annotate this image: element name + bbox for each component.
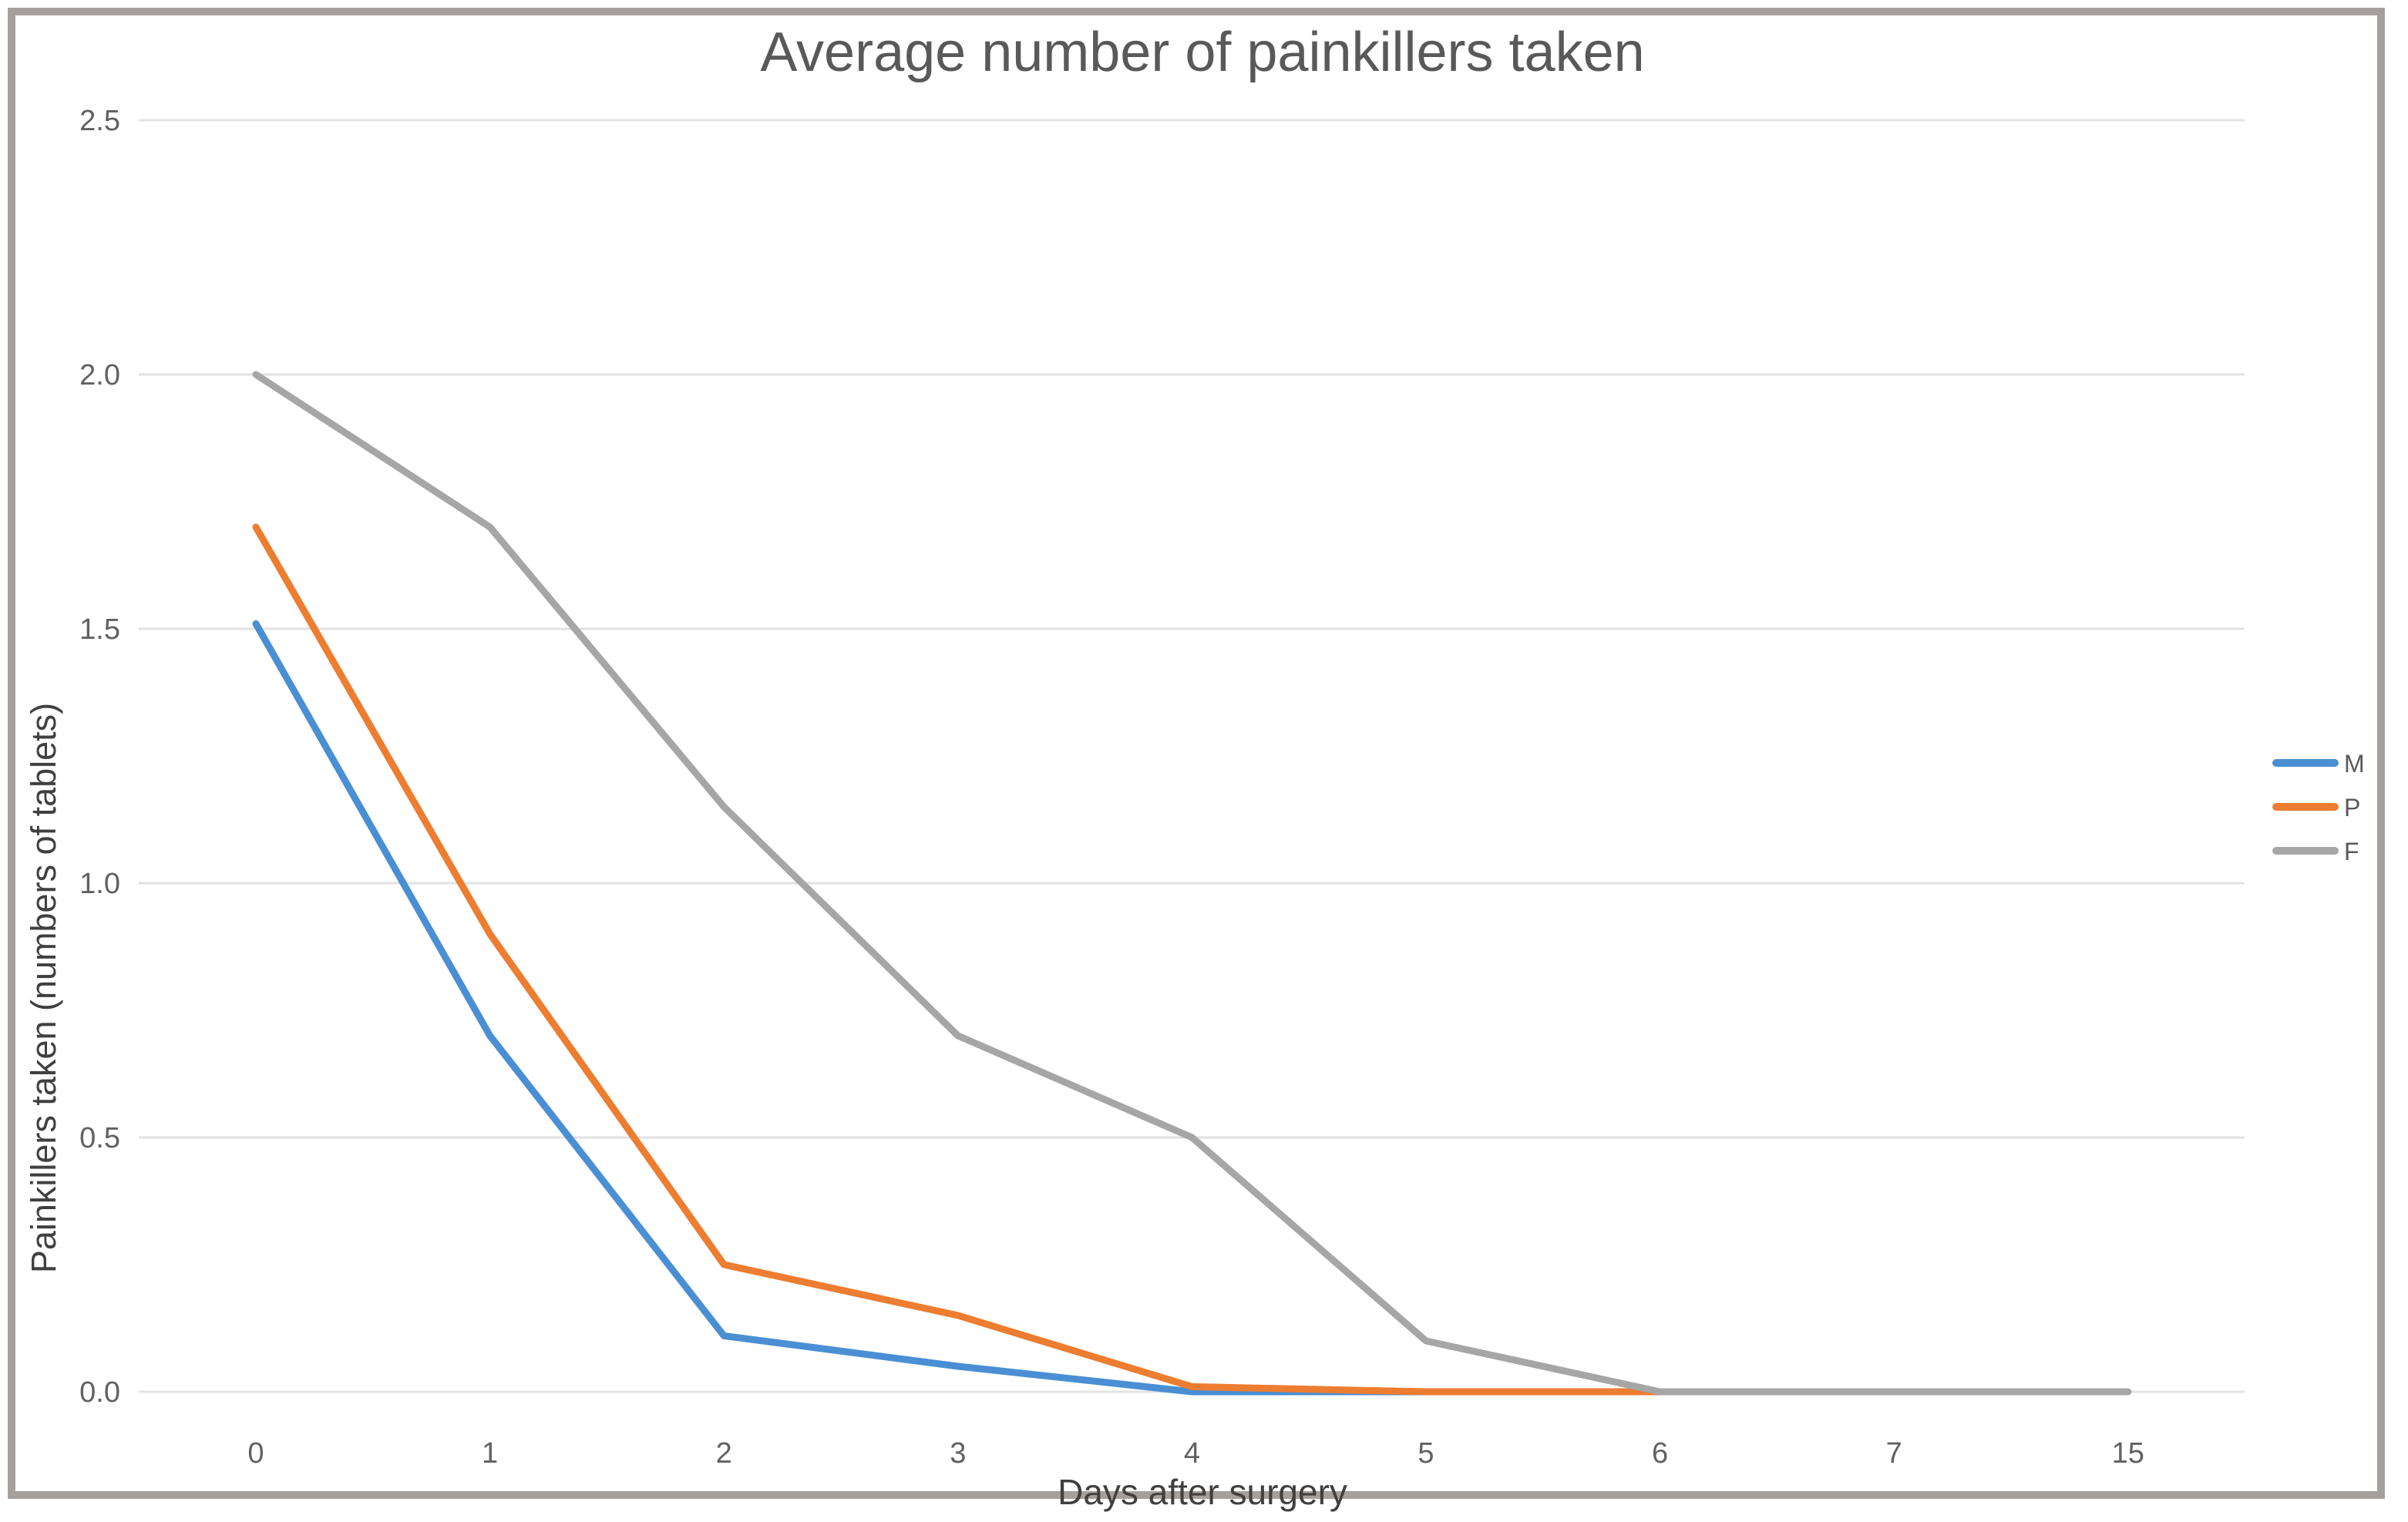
legend-label-F: F: [2344, 838, 2359, 865]
series-line-M: [252, 620, 1430, 1396]
x-tick-label: 3: [950, 1437, 966, 1470]
tick-layer: 0.0 0.5 1.0 1.5 2.0 2.5 0 1 2 3 4 5 6 7 15: [79, 105, 2144, 1470]
y-tick-label: 0.0: [79, 1376, 120, 1409]
chart-title: Average number of painkillers taken: [760, 22, 1644, 83]
chart-frame: [8, 8, 2385, 1499]
legend-item: M: [2272, 750, 2365, 778]
x-tick-label: 15: [2112, 1437, 2144, 1470]
y-tick-label: 2.5: [79, 105, 120, 137]
legend-label-M: M: [2344, 750, 2365, 778]
x-tick-label: 0: [247, 1437, 264, 1470]
legend-label-P: P: [2344, 794, 2360, 821]
legend-item: F: [2272, 838, 2359, 865]
legend-item: P: [2272, 794, 2360, 821]
x-tick-label: 7: [1886, 1437, 1902, 1470]
x-tick-label: 4: [1184, 1437, 1200, 1470]
grid-layer: [139, 119, 2245, 1393]
y-tick-label: 2.0: [79, 359, 120, 391]
series-line-F: [252, 371, 2132, 1396]
y-axis-title: Painkillers taken (numbers of tablets): [24, 703, 63, 1273]
x-axis-title: Days after surgery: [1058, 1472, 1347, 1512]
x-tick-label: 2: [716, 1437, 732, 1470]
legend: MPF: [2272, 750, 2365, 865]
series-layer: [252, 371, 2132, 1396]
x-tick-label: 1: [482, 1437, 498, 1470]
x-tick-label: 5: [1418, 1437, 1434, 1470]
x-tick-label: 6: [1652, 1437, 1668, 1470]
y-tick-label: 1.5: [79, 613, 120, 646]
series-line-P: [252, 523, 1664, 1396]
y-tick-label: 1.0: [79, 868, 120, 900]
y-tick-label: 0.5: [79, 1122, 120, 1154]
